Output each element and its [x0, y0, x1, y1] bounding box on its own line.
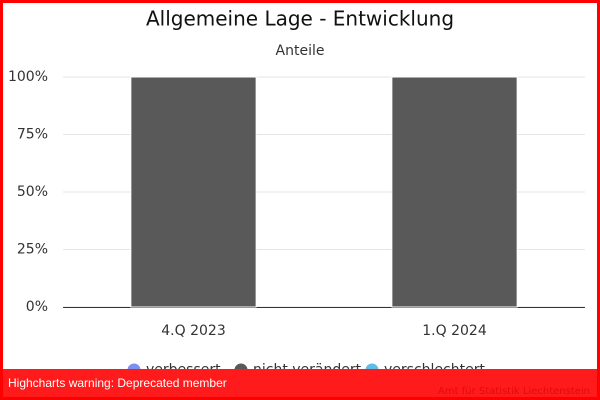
warning-text: Highcharts warning: Deprecated member	[8, 376, 227, 390]
x-tick-label: 1.Q 2024	[422, 323, 487, 339]
y-tick-label: 75%	[17, 127, 48, 143]
y-tick-label: 50%	[17, 184, 48, 200]
chart-subtitle: Anteile	[276, 43, 325, 59]
x-tick-label: 4.Q 2023	[161, 323, 225, 339]
y-tick-label: 100%	[8, 69, 48, 85]
y-tick-label: 25%	[17, 242, 48, 258]
bar-segment	[391, 76, 518, 308]
credits: Amt für Statistik Liechtenstein	[438, 386, 590, 397]
bar-segment	[130, 76, 257, 308]
warning-bar	[0, 369, 600, 400]
chart-title: Allgemeine Lage - Entwicklung	[146, 7, 454, 31]
y-tick-label: 0%	[26, 299, 48, 315]
